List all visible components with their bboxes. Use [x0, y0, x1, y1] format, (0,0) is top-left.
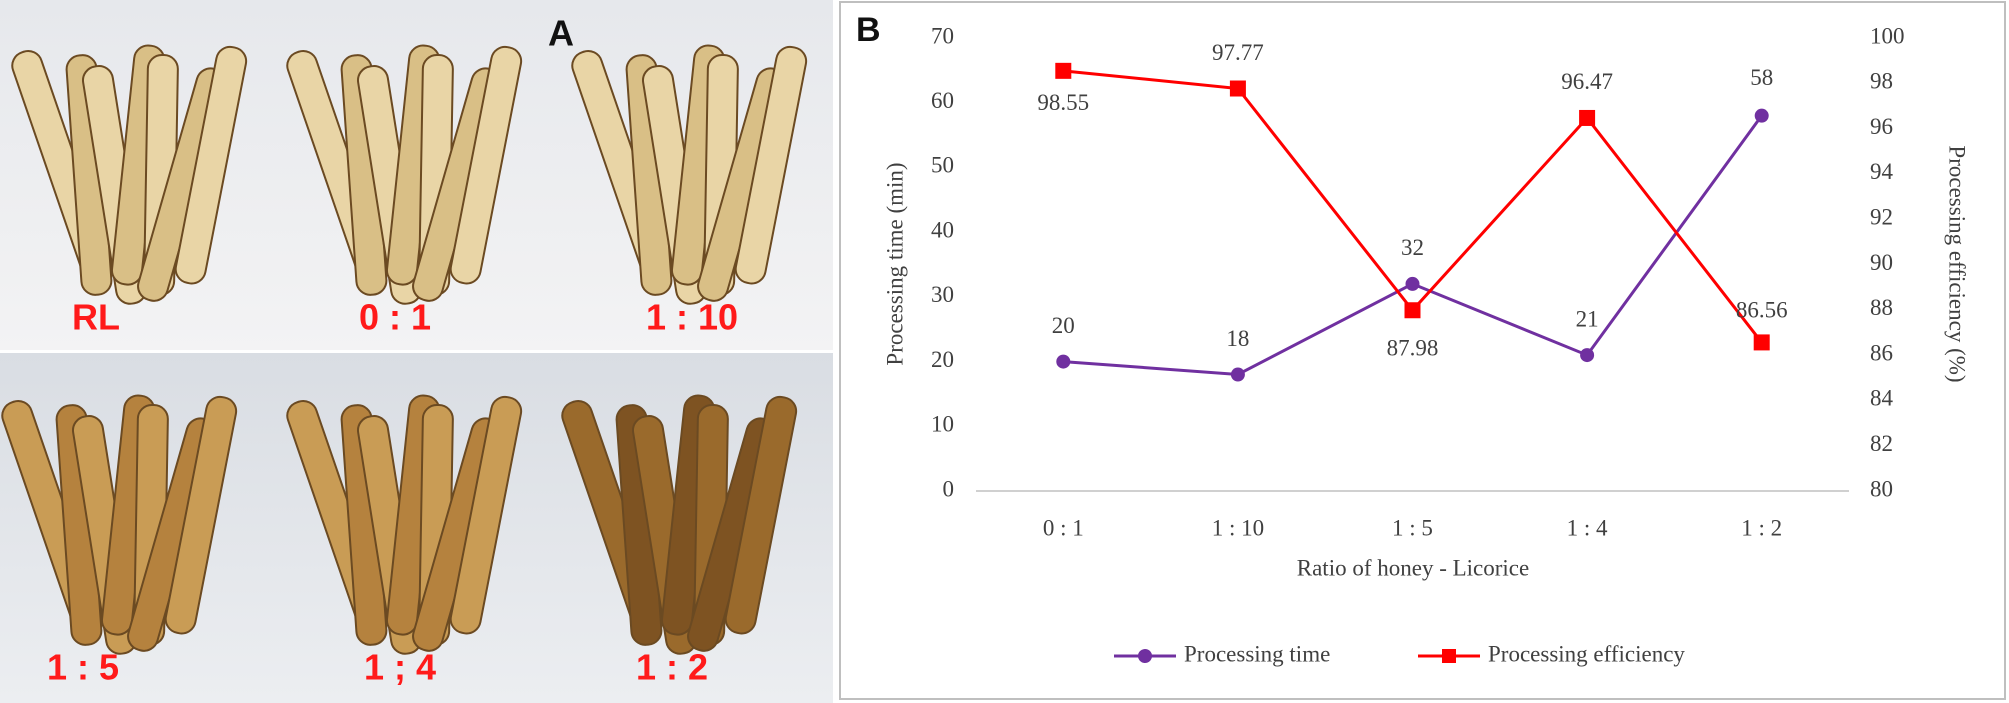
slice [174, 45, 248, 285]
marker [1580, 348, 1595, 363]
photo-label: RL [72, 297, 120, 338]
x-tick-label: 1 : 4 [1567, 515, 1608, 540]
marker [1753, 334, 1770, 351]
y2-tick-label: 82 [1870, 431, 1893, 456]
y2-tick-label: 98 [1870, 69, 1893, 94]
marker [1405, 276, 1420, 291]
slice [164, 395, 238, 635]
photo-panel: A RL 0 : 1 1 : 10 1 : 5 1 ; 4 1 : 2 [0, 0, 833, 703]
panel-label: A [548, 13, 574, 54]
data-label: 86.56 [1736, 298, 1788, 323]
y2-tick-label: 84 [1870, 386, 1894, 411]
legend-label: Processing time [1184, 641, 1330, 666]
data-label: 98.55 [1037, 90, 1089, 115]
y-tick-label: 40 [931, 217, 954, 242]
photo-label: 1 : 10 [646, 297, 738, 338]
y2-axis-title: Processing efficiency (%) [1945, 145, 1970, 382]
chart-frame [839, 1, 2006, 700]
photo-label: 1 ; 4 [364, 647, 436, 688]
marker [1055, 62, 1072, 79]
data-label: 87.98 [1387, 336, 1439, 361]
data-label: 18 [1226, 326, 1249, 351]
y-tick-label: 60 [931, 88, 954, 113]
y2-tick-label: 94 [1870, 159, 1894, 184]
photo-label: 1 : 2 [636, 647, 708, 688]
y2-tick-label: 96 [1870, 114, 1893, 139]
marker [1404, 302, 1421, 319]
y-tick-label: 10 [931, 412, 954, 437]
marker [1230, 367, 1245, 382]
marker [1579, 109, 1596, 126]
slice [449, 395, 523, 635]
legend-marker [1138, 649, 1152, 663]
data-label: 97.77 [1212, 40, 1264, 65]
licorice-slices [1, 44, 808, 655]
x-tick-label: 0 : 1 [1043, 515, 1084, 540]
panel-label: B [856, 11, 881, 49]
plot: 0 10 20 30 40 50 60 70 80 82 84 86 88 90 92 94 96 98 100 0 … [931, 23, 1905, 666]
y-axis-title: Processing time (min) [882, 162, 907, 365]
slice [724, 395, 798, 635]
data-label: 96.47 [1561, 69, 1613, 94]
y2-tick-label: 86 [1870, 340, 1893, 365]
y-tick-label: 30 [931, 282, 954, 307]
slice [734, 45, 808, 285]
y2-tick-label: 80 [1870, 476, 1893, 501]
photo-label: 0 : 1 [359, 297, 431, 338]
y2-tick-label: 92 [1870, 204, 1893, 229]
photo-label: 1 : 5 [47, 647, 119, 688]
marker [1754, 108, 1769, 123]
x-tick-label: 1 : 2 [1741, 515, 1782, 540]
marker [1229, 80, 1246, 97]
legend-marker [1442, 649, 1456, 663]
y2-tick-label: 88 [1870, 295, 1893, 320]
x-tick-label: 1 : 10 [1212, 515, 1264, 540]
data-label: 32 [1401, 235, 1424, 260]
marker [1056, 354, 1071, 369]
slice [449, 45, 523, 285]
y-tick-label: 0 [943, 476, 955, 501]
y-tick-label: 20 [931, 347, 954, 372]
y-tick-label: 50 [931, 153, 954, 178]
x-axis-title: Ratio of honey - Licorice [1297, 555, 1529, 580]
y2-tick-label: 90 [1870, 250, 1893, 275]
data-label: 20 [1052, 313, 1075, 338]
data-label: 21 [1576, 306, 1599, 331]
legend-label: Processing efficiency [1488, 641, 1685, 666]
data-label: 58 [1750, 65, 1773, 90]
y-tick-label: 70 [931, 23, 954, 48]
y2-tick-label: 100 [1870, 23, 1905, 48]
x-tick-label: 1 : 5 [1392, 515, 1433, 540]
